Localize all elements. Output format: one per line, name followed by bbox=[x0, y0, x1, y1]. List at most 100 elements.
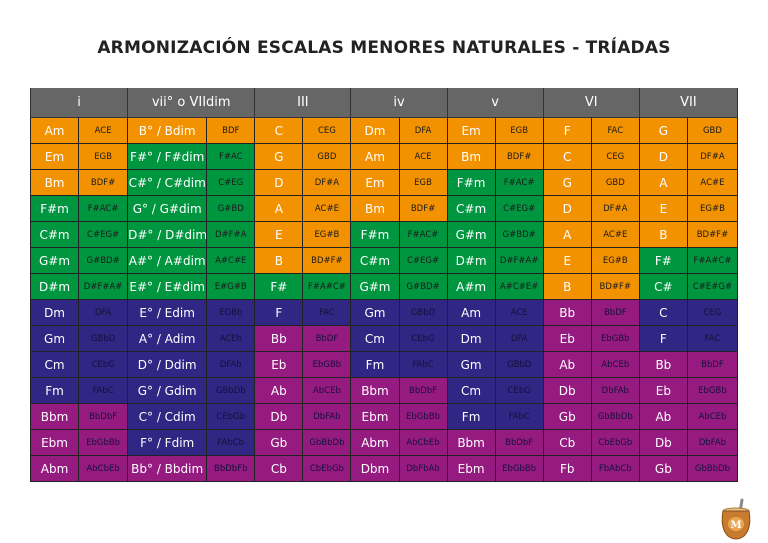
chord-notes: EGB bbox=[398, 169, 448, 196]
chord-name: Ebm bbox=[350, 403, 400, 430]
chord-name: Em bbox=[29, 143, 80, 170]
chord-notes: CEG bbox=[590, 143, 640, 170]
svg-text:M: M bbox=[730, 520, 741, 531]
chord-name: Am bbox=[29, 117, 80, 144]
chord-name: B bbox=[638, 221, 688, 248]
chord-name: E bbox=[638, 195, 688, 222]
chord-notes: BbDbFb bbox=[206, 455, 256, 482]
chord-name: F#m bbox=[350, 221, 400, 248]
chord-notes: EbGBb bbox=[686, 377, 739, 404]
table-row: F#m F#AC# G° / G#dim G#BD A AC#E Bm BDF# C#m C#EG… bbox=[29, 195, 739, 222]
chord-name: Bb bbox=[638, 351, 688, 378]
chord-name: D#° / D#dim bbox=[127, 221, 208, 248]
chord-name: Bbm bbox=[29, 403, 80, 430]
chord-notes: ACE bbox=[398, 143, 448, 170]
chord-name: A#m bbox=[446, 273, 496, 300]
chord-notes: CEbG bbox=[494, 377, 544, 404]
chord-name: Ab bbox=[254, 377, 304, 404]
chord-name: Abm bbox=[29, 455, 80, 482]
chord-table: i vii° o VIIdim III iv v VI VII Am ACE B° / Bdim… bbox=[29, 88, 739, 482]
chord-name: F# bbox=[638, 247, 688, 274]
chord-notes: DF#A bbox=[590, 195, 640, 222]
chord-name: G° / G#dim bbox=[127, 195, 208, 222]
table-row: C#m C#EG# D#° / D#dim D#F#A E EG#B F#m F#AC# G#m… bbox=[29, 221, 739, 248]
chord-notes: DF#A bbox=[686, 143, 739, 170]
chord-name: Fm bbox=[446, 403, 496, 430]
chord-notes: CEG bbox=[686, 299, 739, 326]
chord-notes: F#A#C# bbox=[302, 273, 352, 300]
chord-name: E bbox=[542, 247, 592, 274]
chord-name: Bm bbox=[350, 195, 400, 222]
chord-name: Cm bbox=[29, 351, 80, 378]
chord-name: Fm bbox=[29, 377, 80, 404]
chord-name: F° / Fdim bbox=[127, 429, 208, 456]
chord-name: Bb bbox=[254, 325, 304, 352]
chord-name: C° / Cdim bbox=[127, 403, 208, 430]
chord-notes: F#A#C# bbox=[686, 247, 739, 274]
chord-notes: GBD bbox=[302, 143, 352, 170]
chord-notes: F#AC# bbox=[398, 221, 448, 248]
chord-notes: BD#F# bbox=[302, 247, 352, 274]
table-row: Em EGB F#° / F#dim F#AC G GBD Am ACE Bm BDF# C CEG D… bbox=[29, 143, 739, 170]
chord-name: F#m bbox=[446, 169, 496, 196]
chord-name: A bbox=[638, 169, 688, 196]
chord-name: Bbm bbox=[446, 429, 496, 456]
chord-name: C#° / C#dim bbox=[127, 169, 208, 196]
chord-name: G bbox=[542, 169, 592, 196]
chord-name: Ab bbox=[638, 403, 688, 430]
chord-name: C#m bbox=[446, 195, 496, 222]
chord-name: Bbm bbox=[350, 377, 400, 404]
chord-notes: AbCbEb bbox=[78, 455, 129, 482]
chord-notes: GBbD bbox=[78, 325, 129, 352]
chord-name: Db bbox=[254, 403, 304, 430]
chord-notes: GBbDb bbox=[206, 377, 256, 404]
chord-name: Gb bbox=[542, 403, 592, 430]
chord-notes: DbFAb bbox=[686, 429, 739, 456]
chord-notes: D#F#A# bbox=[494, 247, 544, 274]
chord-notes: CEbG bbox=[78, 351, 129, 378]
chord-notes: DFA bbox=[78, 299, 129, 326]
chord-notes: CEbGb bbox=[206, 403, 256, 430]
chord-notes: FAbC bbox=[494, 403, 544, 430]
chord-notes: F#AC# bbox=[494, 169, 544, 196]
chord-notes: AbCEb bbox=[302, 377, 352, 404]
chord-notes: BDF# bbox=[398, 195, 448, 222]
header-degree: vii° o VIIdim bbox=[127, 88, 256, 118]
chord-notes: BDF bbox=[206, 117, 256, 144]
table-row: Am ACE B° / Bdim BDF C CEG Dm DFA Em EGB F FAC G GBD bbox=[29, 117, 739, 144]
chord-name: C#m bbox=[350, 247, 400, 274]
chord-notes: GBbD bbox=[494, 351, 544, 378]
chord-name: Cb bbox=[254, 455, 304, 482]
chord-notes: C#E#G# bbox=[686, 273, 739, 300]
chord-notes: GbBbDb bbox=[590, 403, 640, 430]
chord-name: Bb° / Bbdim bbox=[127, 455, 208, 482]
chord-name: G bbox=[638, 117, 688, 144]
chord-name: Ab bbox=[542, 351, 592, 378]
chord-notes: CEbG bbox=[398, 325, 448, 352]
chord-notes: D#F#A bbox=[206, 221, 256, 248]
chord-notes: GbBbDb bbox=[302, 429, 352, 456]
chord-notes: FAbC bbox=[398, 351, 448, 378]
chord-name: Em bbox=[350, 169, 400, 196]
chord-name: Ebm bbox=[446, 455, 496, 482]
chord-name: Dm bbox=[446, 325, 496, 352]
chord-notes: AC#E bbox=[590, 221, 640, 248]
chord-notes: AbCbEb bbox=[398, 429, 448, 456]
chord-name: Ebm bbox=[29, 429, 80, 456]
chord-notes: G#BD# bbox=[398, 273, 448, 300]
chord-name: F# bbox=[254, 273, 304, 300]
chord-notes: BbDbF bbox=[398, 377, 448, 404]
chord-name: G#m bbox=[350, 273, 400, 300]
chord-notes: CEG bbox=[302, 117, 352, 144]
chord-notes: AC#E bbox=[686, 169, 739, 196]
chord-name: Gb bbox=[254, 429, 304, 456]
chord-name: Fm bbox=[350, 351, 400, 378]
chord-notes: C#EG# bbox=[78, 221, 129, 248]
chord-notes: GBD bbox=[686, 117, 739, 144]
chord-notes: EbGbBb bbox=[494, 455, 544, 482]
table-row: Bm BDF# C#° / C#dim C#EG D DF#A Em EGB F#m F#AC# G… bbox=[29, 169, 739, 196]
chord-name: C bbox=[638, 299, 688, 326]
chord-notes: EbGBb bbox=[590, 325, 640, 352]
chord-name: A° / Adim bbox=[127, 325, 208, 352]
chord-name: F#m bbox=[29, 195, 80, 222]
